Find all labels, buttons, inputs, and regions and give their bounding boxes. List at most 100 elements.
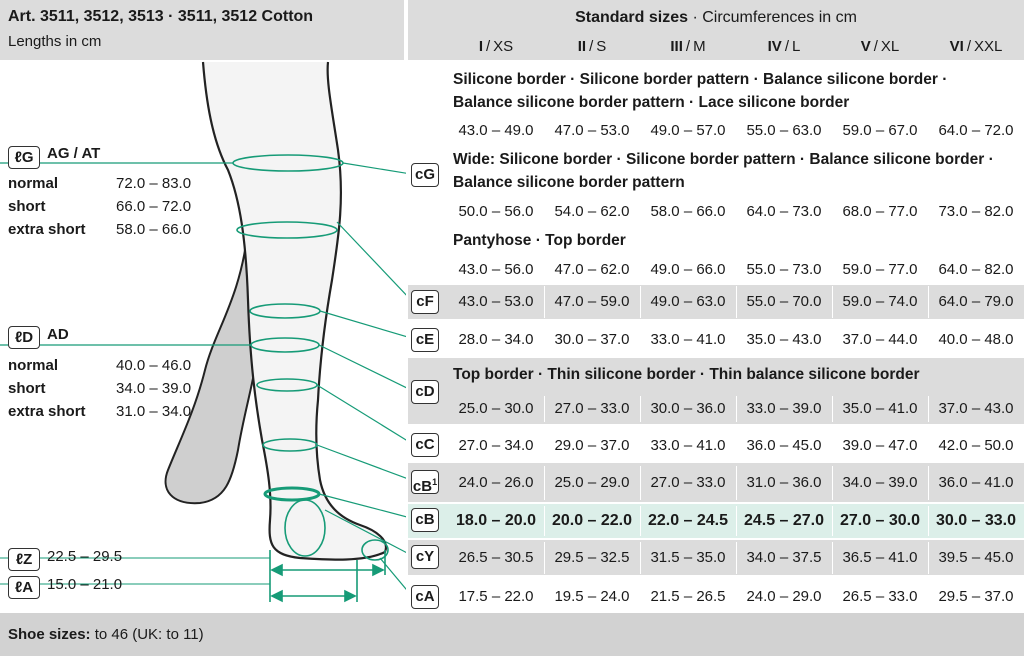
table-cell-cB: 24.5 – 27.0 [743, 512, 825, 529]
table-cell-cB1: 36.0 – 41.0 [938, 474, 1014, 491]
length-D-extra-short-value: 31.0 – 34.0 [116, 403, 192, 420]
table-cell-cG1: 43.0 – 49.0 [458, 122, 534, 139]
column-divider [832, 118, 833, 142]
size-separator: / [963, 38, 974, 55]
section-pantyhose: Pantyhose · Top border [453, 232, 626, 249]
lengths-subtitle: Lengths in cm [8, 33, 102, 50]
column-divider [640, 396, 641, 422]
column-divider [736, 322, 737, 354]
row-bg-cD [408, 358, 1024, 424]
article-title: Art. 3511, 3512, 3513 · 3511, 3512 Cotto… [8, 8, 314, 25]
table-cell-cY: 31.5 – 35.0 [650, 549, 726, 566]
badge-cD: cD [411, 380, 439, 404]
table-cell-cB1: 31.0 – 36.0 [746, 474, 822, 491]
table-cell-cG2: 68.0 – 77.0 [842, 203, 918, 220]
column-divider [928, 428, 929, 460]
table-cell-cF: 59.0 – 74.0 [842, 293, 918, 310]
column-divider [928, 199, 929, 224]
column-divider [544, 118, 545, 142]
length-D-extra-short-label: extra short [8, 403, 86, 420]
column-divider [544, 542, 545, 574]
badge-cB1-sup: 1 [432, 477, 438, 487]
title-panel [0, 0, 404, 60]
column-divider [736, 199, 737, 224]
length-G-short-value: 66.0 – 72.0 [116, 198, 192, 215]
table-cell-cA: 19.5 – 24.0 [554, 588, 630, 605]
section-line: Balance silicone border pattern [453, 174, 685, 191]
length-G-normal-label: normal [8, 175, 59, 192]
table-cell-cF: 47.0 – 59.0 [554, 293, 630, 310]
size-separator: / [682, 38, 694, 55]
column-divider [736, 396, 737, 422]
length-G-short-label: short [8, 198, 46, 215]
size-letter: XL [880, 38, 900, 55]
column-divider [832, 580, 833, 612]
ring-cA [361, 539, 389, 561]
column-divider [640, 466, 641, 500]
column-divider [832, 466, 833, 500]
column-divider [736, 506, 737, 536]
section-line: Wide: Silicone border · Silicone border … [453, 151, 994, 168]
column-divider [928, 466, 929, 500]
size-separator: / [870, 38, 881, 55]
length-A-value: 15.0 – 21.0 [47, 576, 123, 593]
size-roman: VI [949, 38, 964, 55]
row-bg-cY [408, 540, 1024, 575]
column-divider [928, 542, 929, 574]
length-D-name: AD [47, 326, 69, 343]
size-separator: / [482, 38, 494, 55]
size-header: III / M [640, 38, 736, 55]
badge-lG: ℓG [8, 146, 40, 169]
size-roman: III [670, 38, 683, 55]
column-divider [832, 506, 833, 536]
column-divider [544, 506, 545, 536]
size-letter: S [596, 38, 607, 55]
column-divider [928, 396, 929, 422]
column-divider [736, 580, 737, 612]
table-cell-cB1: 25.0 – 29.0 [554, 474, 630, 491]
leader-cF [336, 221, 406, 296]
size-header: II / S [544, 38, 640, 55]
badge-cA: cA [411, 585, 439, 609]
size-roman: V [860, 38, 871, 55]
table-cell-cC: 29.0 – 37.0 [554, 437, 630, 454]
length-G-extra-short-value: 58.0 – 66.0 [116, 221, 192, 238]
column-divider [832, 286, 833, 318]
table-cell-cB1: 34.0 – 39.0 [842, 474, 918, 491]
column-divider [736, 257, 737, 282]
size-separator: / [586, 38, 597, 55]
column-divider [736, 286, 737, 318]
size-header: I / XS [448, 38, 544, 55]
length-G-name: AG / AT [47, 145, 101, 162]
table-cell-cC: 36.0 – 45.0 [746, 437, 822, 454]
table-title-rest: · Circumferences in cm [688, 9, 857, 26]
row-bg-cB1 [408, 463, 1024, 502]
ring-cF [236, 221, 338, 239]
table-cell-cB: 20.0 – 22.0 [551, 512, 633, 529]
column-divider [832, 542, 833, 574]
table-cell-cF: 55.0 – 70.0 [746, 293, 822, 310]
size-header: IV / L [736, 38, 832, 55]
size-letter: M [693, 38, 706, 55]
size-letter: XXL [974, 38, 1003, 55]
table-cell-cG2: 50.0 – 56.0 [458, 203, 534, 220]
table-cell-cG2: 58.0 – 66.0 [650, 203, 726, 220]
table-cell-cB: 18.0 – 20.0 [455, 512, 537, 529]
size-roman: IV [767, 38, 782, 55]
length-D-short-value: 34.0 – 39.0 [116, 380, 192, 397]
table-cell-cA: 24.0 – 29.0 [746, 588, 822, 605]
length-G-normal-value: 72.0 – 83.0 [116, 175, 192, 192]
column-divider [640, 257, 641, 282]
section-wide-borders: Wide: Silicone border · Silicone border … [453, 148, 994, 194]
table-cell-cG1: 47.0 – 53.0 [554, 122, 630, 139]
column-divider [640, 428, 641, 460]
column-divider [928, 286, 929, 318]
table-cell-cG2: 73.0 – 82.0 [938, 203, 1014, 220]
column-divider [928, 257, 929, 282]
column-divider [544, 428, 545, 460]
size-header: VI / XXL [928, 38, 1024, 55]
table-cell-cG3: 47.0 – 62.0 [554, 261, 630, 278]
size-separator: / [781, 38, 793, 55]
leader-cD [318, 344, 406, 389]
size-header: V / XL [832, 38, 928, 55]
